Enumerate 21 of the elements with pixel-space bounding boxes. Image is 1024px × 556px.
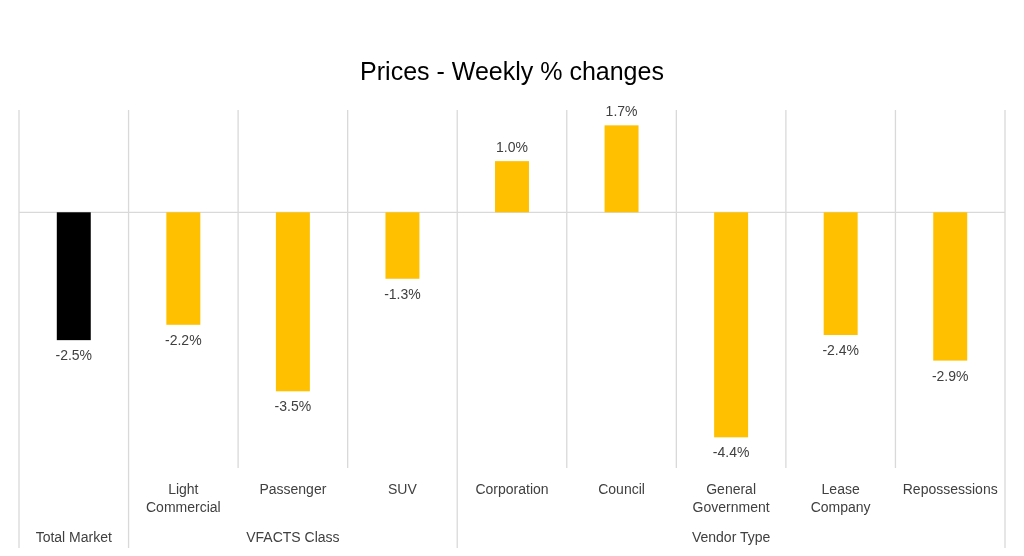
- data-label: -2.2%: [165, 331, 202, 348]
- data-label: -2.5%: [55, 347, 93, 364]
- x-tick-label: Repossessions: [902, 481, 998, 497]
- text: Total Market: [35, 529, 113, 545]
- chart-title: Prices - Weekly % changes: [360, 57, 664, 85]
- text: VFACTS Class: [246, 529, 340, 545]
- x-tick-label: Lease Company: [810, 481, 871, 515]
- data-label: -4.4%: [712, 444, 750, 461]
- data-label: 1.7%: [605, 103, 638, 120]
- x-tick-label: Passenger: [259, 481, 327, 497]
- x-tick-label: General Government: [692, 481, 770, 515]
- data-label: -1.3%: [384, 285, 421, 302]
- data-label: -2.4%: [822, 342, 859, 359]
- x-tick-label: Corporation: [475, 481, 549, 497]
- data-label: -3.5%: [274, 398, 312, 415]
- x-tick-label: SUV: [388, 481, 418, 497]
- data-label: 1.0%: [496, 139, 528, 156]
- data-label: -2.9%: [931, 367, 969, 384]
- x-tick-label: Light Commercial: [145, 481, 221, 515]
- text: Vendor Type: [691, 529, 771, 545]
- x-tick-label: Council: [598, 481, 645, 497]
